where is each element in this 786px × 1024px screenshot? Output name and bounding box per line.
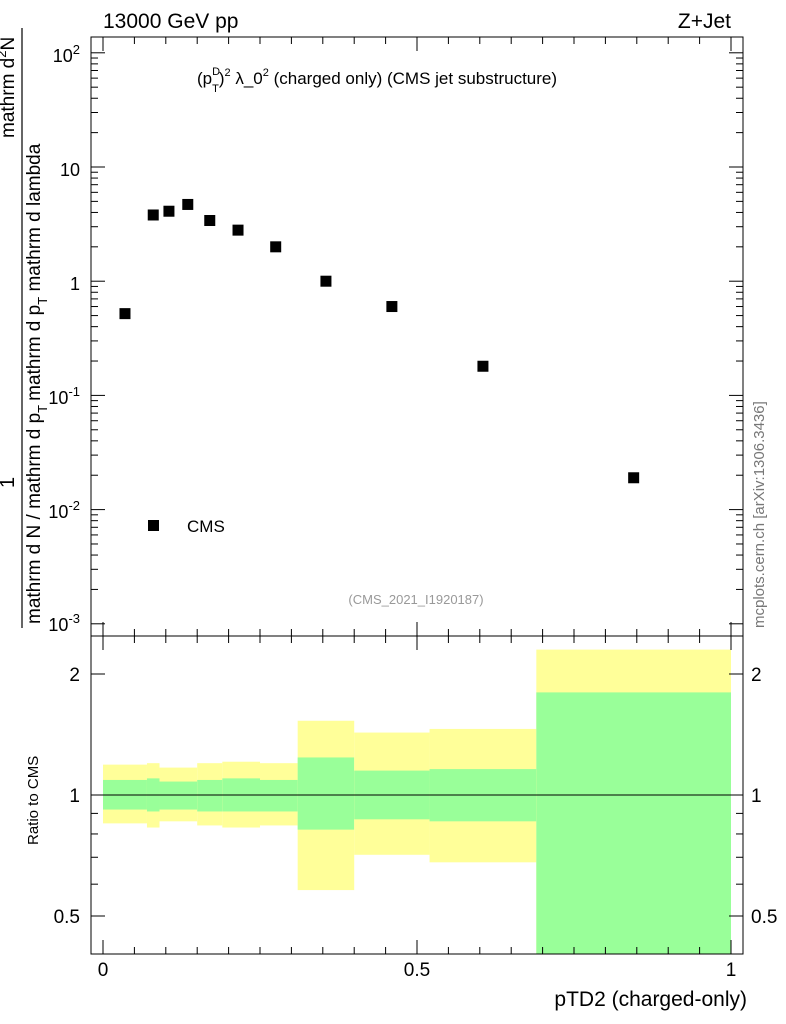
- data-point: [232, 224, 244, 236]
- ratio-ytick-label-0.5-right: 0.5: [751, 907, 777, 928]
- ytick-label-10: 10: [60, 160, 80, 180]
- data-point: [204, 215, 216, 227]
- ratio-ytick-label-2-right: 2: [751, 665, 762, 686]
- main-ytick-labels: 10-3 10-2 10-1 1 10 102: [48, 42, 80, 635]
- main-frame: [90, 36, 744, 637]
- ratio-ytick-labels-right: 0.5 1 2: [751, 665, 777, 928]
- ratio-y-label: Ratio to CMS: [25, 756, 42, 845]
- inner-band: [536, 692, 731, 954]
- x-axis-label: pTD2 (charged-only): [554, 988, 747, 1011]
- ytick-label-1e-1: 10-1: [48, 384, 80, 408]
- xtick-labels: 0 0.5 1: [98, 960, 737, 981]
- xtick-label-0: 0: [98, 960, 109, 981]
- ytick-label-1: 1: [70, 274, 80, 294]
- data-point: [270, 241, 282, 253]
- inner-band: [297, 757, 355, 830]
- inner-band: [197, 779, 223, 812]
- data-point: [386, 301, 398, 313]
- legend-marker: [148, 520, 159, 531]
- ratio-panel: 0.5 1 2 0.5 1 2 0 0.5 1 Ratio to CMS pTD…: [25, 635, 777, 1011]
- ratio-bands: [103, 649, 731, 954]
- y-label-numerator: mathrm d2N: [0, 37, 19, 138]
- plot-title: (pD T)2 λ_02 (charged only) (CMS jet subs…: [197, 66, 557, 95]
- data-point: [477, 360, 489, 372]
- y-label-denominator: mathrm d N / mathrm d pTmathrm d pT math…: [24, 143, 50, 624]
- data-point: [163, 205, 175, 217]
- ratio-ytick-label-2: 2: [69, 665, 80, 686]
- ytick-label-1e2: 102: [53, 42, 80, 66]
- side-label: mcplots.cern.ch [arXiv:1306.3436]: [751, 401, 768, 628]
- data-point: [320, 275, 332, 287]
- process-label: Z+Jet: [678, 10, 731, 33]
- ratio-ytick-label-1-right: 1: [751, 786, 762, 807]
- ytick-label-1e-3: 10-3: [48, 611, 80, 635]
- data-markers: [119, 198, 640, 484]
- main-y-label: 1 mathrm d N / mathrm d pTmathrm d pT ma…: [0, 28, 50, 628]
- main-panel: 10-3 10-2 10-1 1 10 102 (pD T)2 λ_02 (cha…: [0, 28, 744, 637]
- inner-band: [260, 779, 298, 812]
- energy-label: 13000 GeV pp: [103, 10, 238, 33]
- main-y-ticks: [91, 37, 743, 636]
- ratio-ticks: [91, 636, 743, 954]
- analysis-watermark: (CMS_2021_I1920187): [348, 592, 483, 607]
- data-point: [628, 472, 640, 484]
- data-point: [147, 209, 159, 221]
- xtick-label-1: 1: [726, 960, 737, 981]
- y-label-numerator-1: 1: [0, 477, 19, 488]
- inner-band: [159, 781, 198, 810]
- ratio-ytick-label-1: 1: [69, 786, 80, 807]
- legend-label: CMS: [187, 517, 225, 536]
- ratio-ytick-labels-left: 0.5 1 2: [54, 665, 80, 928]
- data-point: [119, 308, 131, 320]
- ratio-ytick-label-0.5: 0.5: [54, 907, 80, 928]
- xtick-label-0.5: 0.5: [404, 960, 430, 981]
- data-point: [182, 198, 194, 210]
- ytick-label-1e-2: 10-2: [48, 498, 80, 522]
